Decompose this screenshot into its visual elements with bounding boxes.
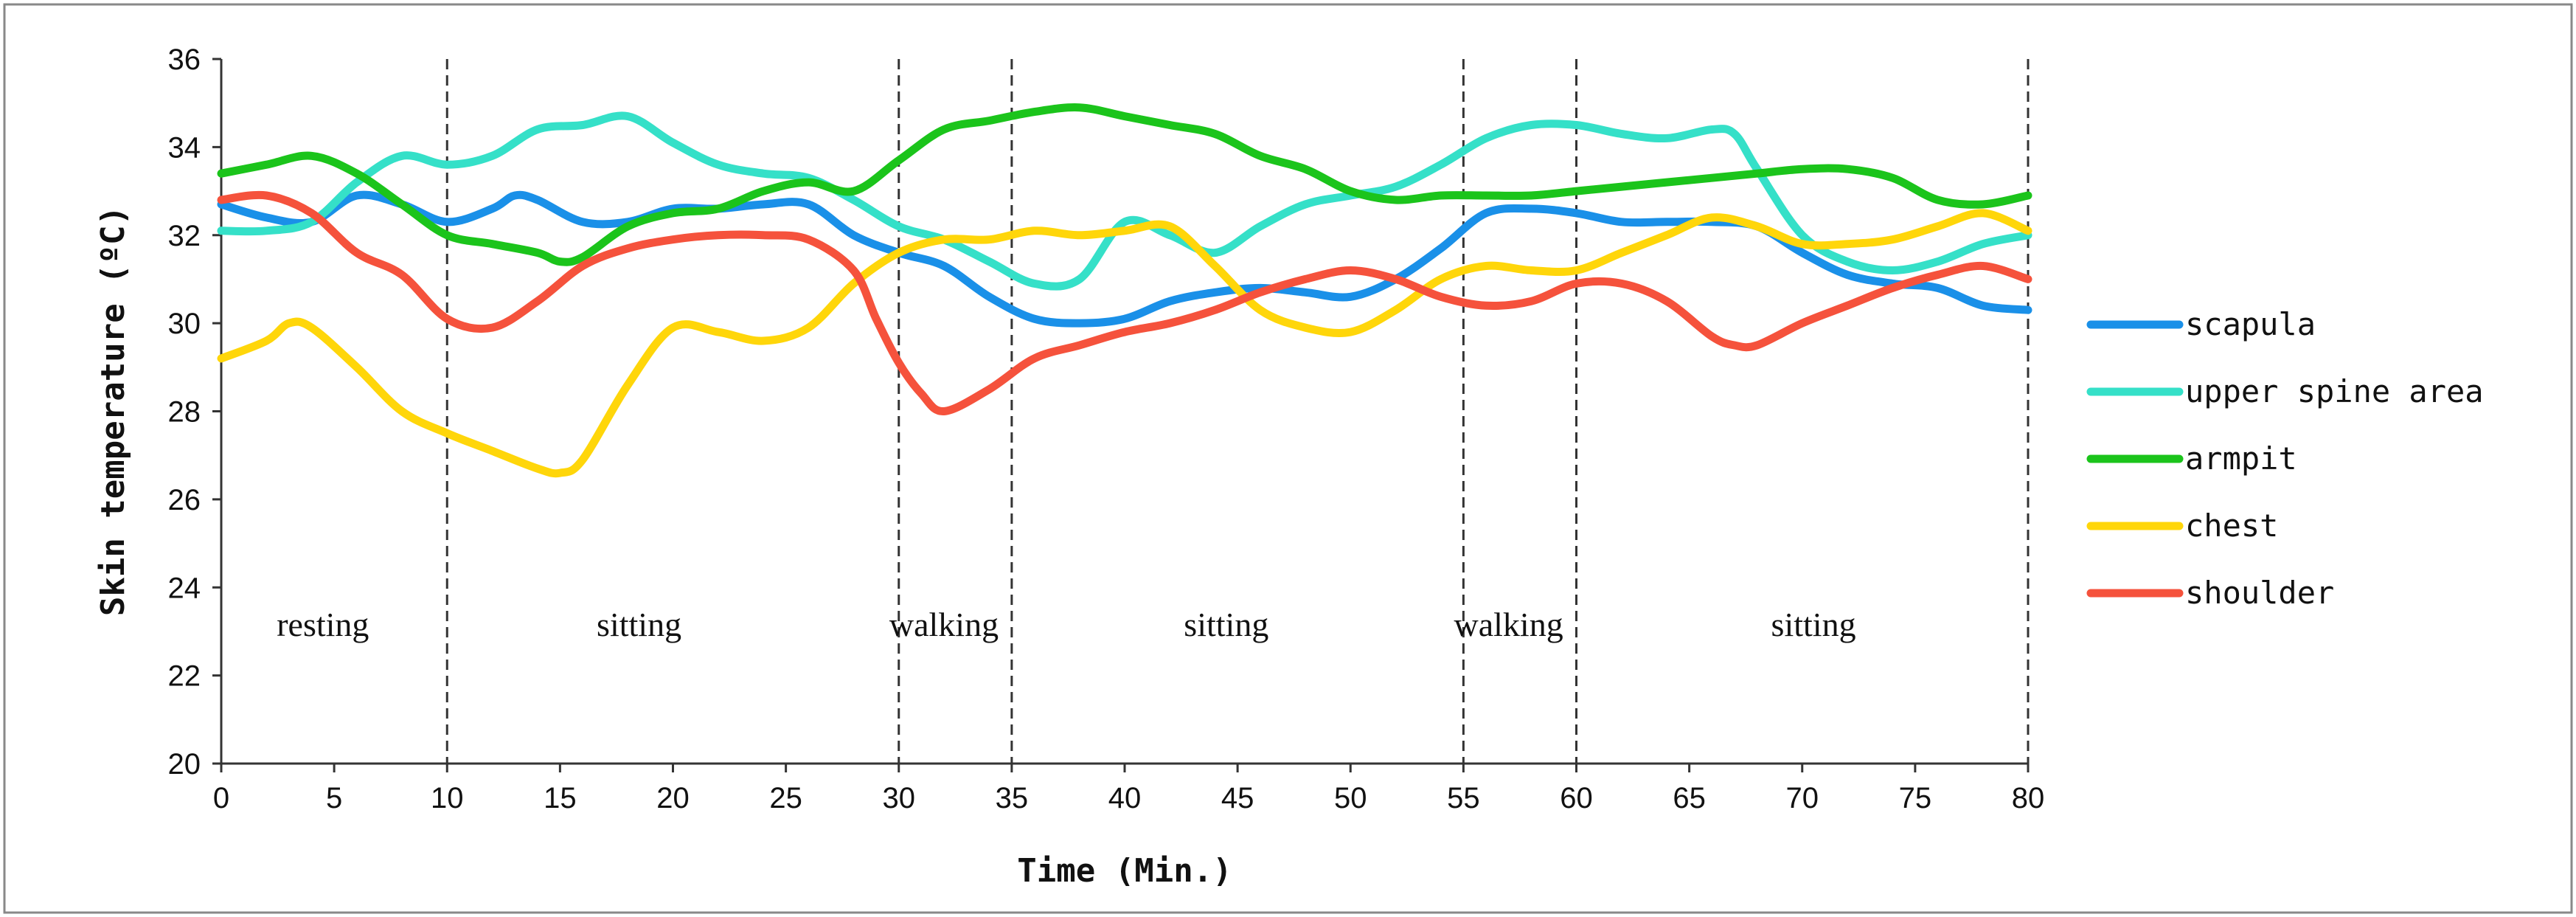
phase-label: sitting	[1184, 606, 1268, 643]
phase-boundaries	[445, 59, 2030, 764]
series-line-shoulder	[217, 190, 2032, 415]
y-tick-label: 30	[168, 308, 201, 340]
x-tick-label: 10	[431, 782, 464, 814]
x-tick-label: 55	[1447, 782, 1480, 814]
x-tick-label: 80	[2012, 782, 2045, 814]
x-tick-label: 15	[544, 782, 577, 814]
legend: scapula upper spine area armpit chest should…	[2086, 306, 2484, 611]
x-tick-label: 50	[1334, 782, 1367, 814]
y-tick-label: 34	[168, 131, 201, 164]
x-ticks: 0 5 10 15 20 25 30 35 40 45 50 55 60 65 70 75 80	[213, 764, 2044, 814]
x-tick-label: 25	[769, 782, 802, 814]
y-tick-label: 26	[168, 484, 201, 516]
x-tick-label: 75	[1899, 782, 1932, 814]
phase-labels: resting sitting walking sitting walking sitti…	[277, 606, 1855, 643]
x-tick-label: 30	[883, 782, 916, 814]
y-tick-label: 20	[168, 748, 201, 781]
y-tick-label: 36	[168, 44, 201, 76]
x-axis-title: Time (Min.)	[1017, 852, 1232, 890]
x-tick-label: 65	[1673, 782, 1706, 814]
y-tick-label: 28	[168, 396, 201, 429]
series-line-armpit	[217, 103, 2032, 266]
y-tick-label: 32	[168, 220, 201, 252]
legend-label: armpit	[2185, 440, 2297, 477]
legend-label: upper spine area	[2185, 373, 2484, 409]
y-axis-title: Skin temperature (ºC)	[94, 206, 132, 616]
series-lines	[217, 103, 2032, 478]
phase-label: sitting	[597, 606, 681, 643]
y-tick-label: 24	[168, 572, 201, 604]
x-tick-label: 35	[996, 782, 1029, 814]
y-tick-label: 22	[168, 660, 201, 693]
x-tick-label: 0	[213, 782, 229, 814]
phase-label: resting	[277, 606, 369, 643]
y-ticks: 20 22 24 26 28 30 32 34 36	[168, 44, 221, 781]
x-tick-label: 70	[1786, 782, 1819, 814]
phase-label: sitting	[1771, 606, 1856, 643]
series-line-chest	[217, 209, 2032, 478]
x-tick-label: 20	[656, 782, 690, 814]
legend-label: scapula	[2185, 306, 2316, 342]
legend-label: shoulder	[2185, 575, 2334, 611]
phase-label: walking	[1454, 606, 1563, 643]
series-line-upper-spine-area	[217, 111, 2032, 291]
series-line-scapula	[217, 190, 2032, 328]
legend-label: chest	[2185, 508, 2278, 544]
x-tick-label: 5	[326, 782, 342, 814]
x-tick-label: 40	[1108, 782, 1142, 814]
x-tick-label: 60	[1560, 782, 1593, 814]
x-tick-label: 45	[1221, 782, 1254, 814]
phase-label: walking	[889, 606, 999, 643]
